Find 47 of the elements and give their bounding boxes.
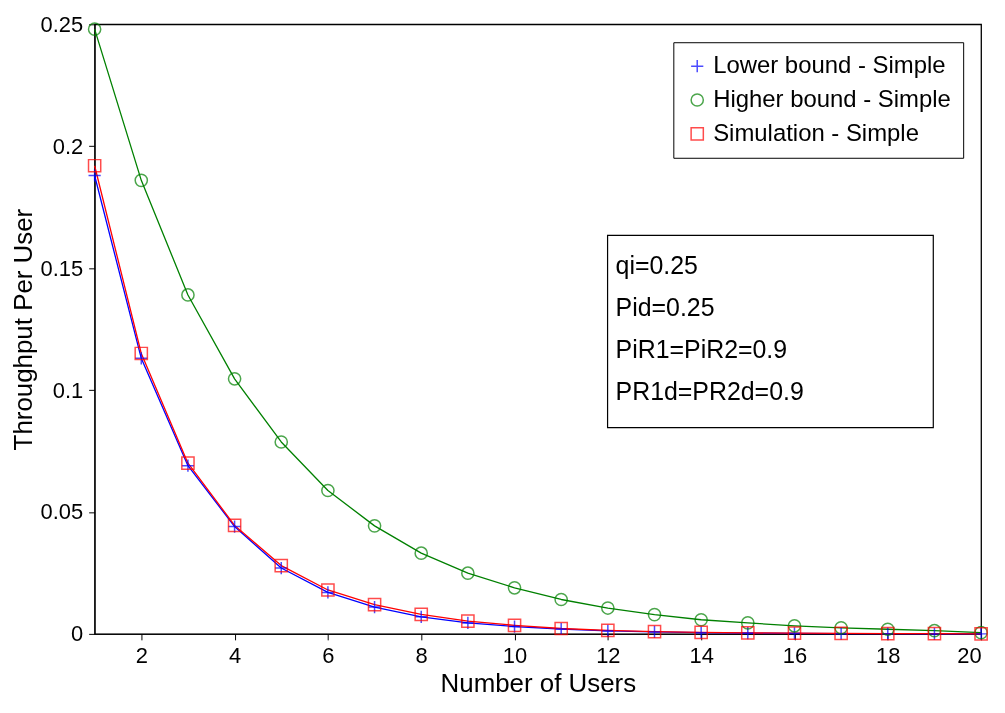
- point: [740, 616, 755, 630]
- point: [461, 566, 475, 580]
- point: [134, 173, 149, 188]
- point: [554, 592, 569, 607]
- x-axis-title: Number of Users: [440, 669, 637, 698]
- legend-label: Higher bound - Simple: [713, 84, 951, 112]
- annotation: PiR1=PiR2=0.9: [615, 334, 788, 363]
- x-tick-label: 2: [135, 643, 148, 669]
- x-tick-label: 10: [502, 643, 528, 669]
- y-axis-title: Throughput Per User: [8, 208, 37, 451]
- point: [507, 580, 522, 595]
- point: [694, 612, 709, 627]
- y-tick-label: 0.1: [52, 377, 84, 403]
- x-tick-label: 18: [876, 643, 901, 669]
- x-tick-label: 6: [322, 643, 335, 669]
- point: [787, 618, 802, 633]
- point: [87, 158, 102, 173]
- annotation: Pid=0.25: [615, 293, 715, 322]
- point: [367, 519, 382, 533]
- point: [274, 435, 289, 449]
- point: [834, 620, 848, 635]
- annotation: PR1d=PR2d=0.9: [615, 376, 804, 405]
- y-tick-label: 0.2: [52, 133, 84, 159]
- y-tick-label: 0: [70, 621, 84, 647]
- x-tick-label: 4: [229, 643, 242, 669]
- point: [227, 371, 242, 386]
- point: [134, 346, 149, 361]
- x-tick-label: 16: [782, 643, 808, 669]
- x-tick-label: 12: [596, 643, 621, 669]
- point: [321, 483, 335, 498]
- annotation: qi=0.25: [615, 251, 698, 280]
- x-tick-label: 8: [415, 643, 428, 669]
- legend-label: Lower bound - Simple: [713, 51, 946, 79]
- point: [880, 622, 895, 637]
- point: [414, 546, 429, 561]
- point: [87, 168, 102, 183]
- point: [647, 607, 662, 622]
- x-tick-label: 14: [689, 643, 714, 669]
- legend-label: Simulation - Simple: [713, 118, 919, 146]
- point: [600, 601, 615, 615]
- x-tick-label: 20: [957, 643, 982, 669]
- y-tick-label: 0.05: [40, 499, 84, 525]
- y-tick-label: 0.15: [40, 255, 84, 281]
- y-tick-label: 0.25: [40, 11, 84, 37]
- point: [181, 288, 195, 302]
- point: [134, 351, 149, 366]
- point: [87, 22, 102, 37]
